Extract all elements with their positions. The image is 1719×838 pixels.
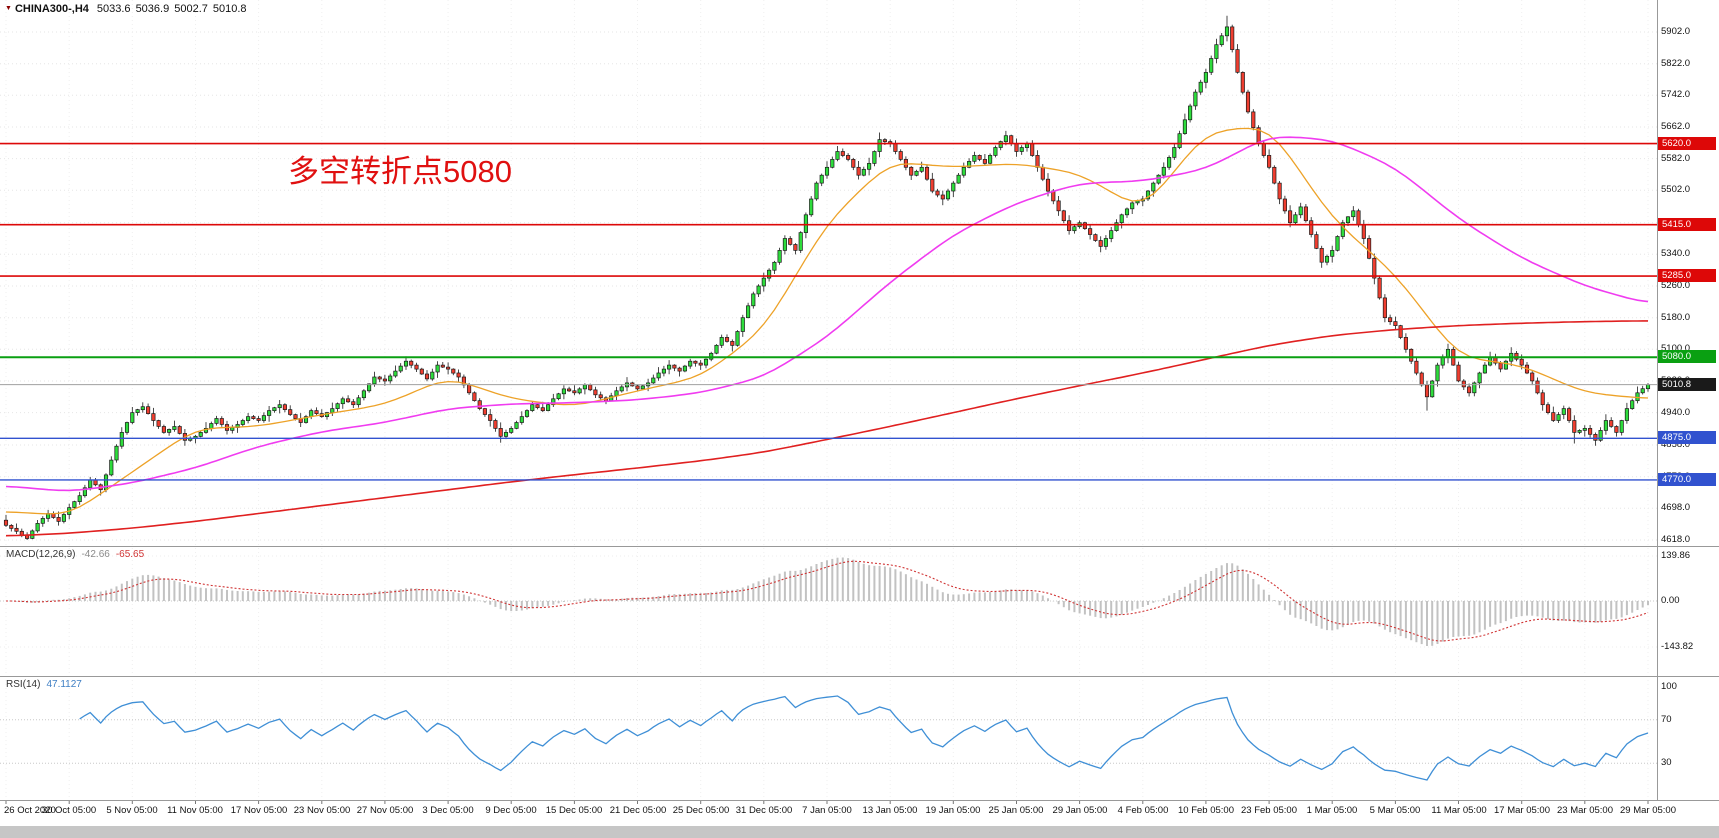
symbol-marker-icon: ▼: [5, 5, 12, 12]
macd-name: MACD(12,26,9): [6, 549, 76, 560]
symbol-header: ▼ CHINA300-,H4 5033.6 5036.9 5002.7 5010.8: [5, 3, 252, 15]
window-bottom-bar: [0, 826, 1719, 838]
rsi-value: 47.1127: [46, 679, 82, 690]
bar-open-value: 5033.6: [96, 3, 131, 15]
bar-low-value: 5002.7: [174, 3, 208, 15]
symbol-period-label: CHINA300-,H4: [14, 3, 89, 15]
macd-value: -42.66: [81, 549, 110, 560]
rsi-name: RSI(14): [6, 679, 41, 690]
bar-high-value: 5036.9: [135, 3, 170, 15]
chart-annotation-text: 多空转折点5080: [288, 154, 512, 189]
rsi-indicator-label: RSI(14) 47.1127: [6, 679, 88, 690]
macd-indicator-label: MACD(12,26,9) -42.66 -65.65: [6, 549, 150, 560]
macd-signal-value: -65.65: [115, 549, 145, 560]
bar-close-value: 5010.8: [212, 3, 247, 15]
